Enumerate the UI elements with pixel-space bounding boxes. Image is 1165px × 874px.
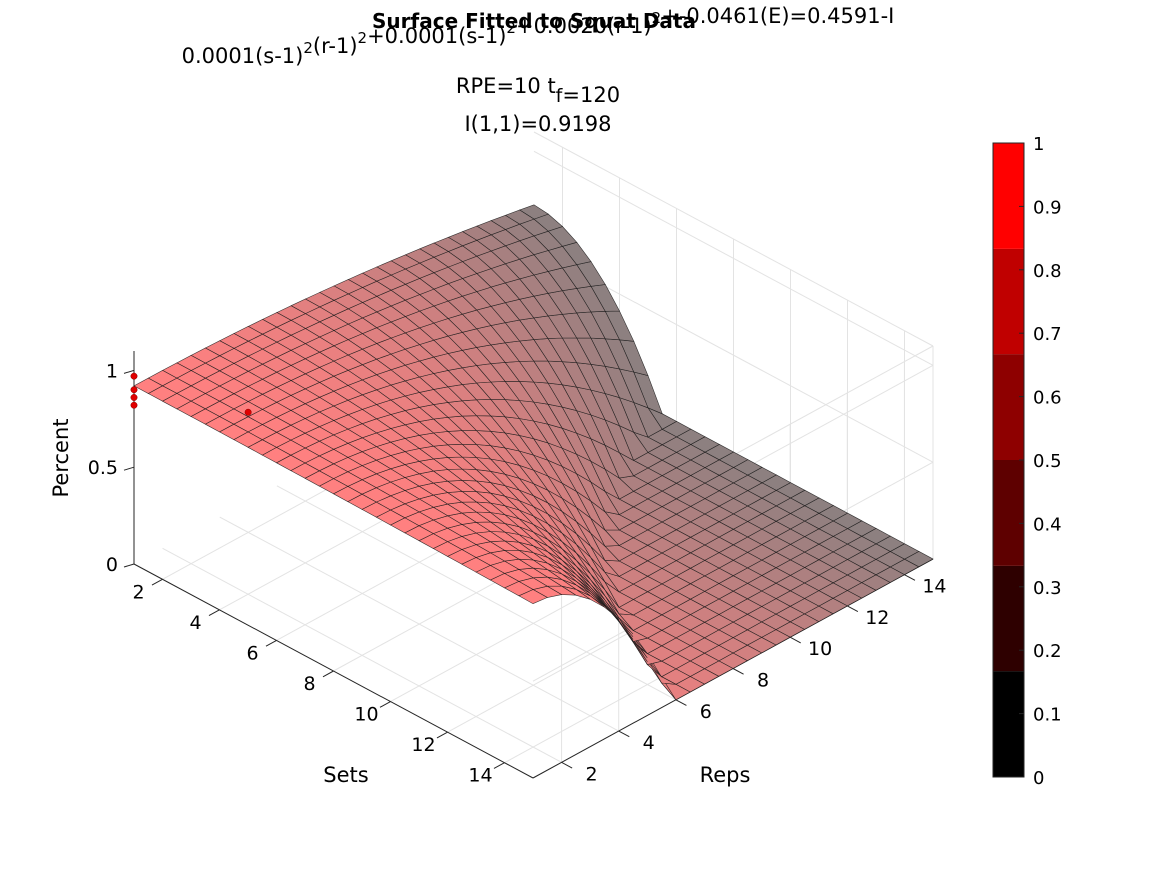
x-tick bbox=[151, 578, 163, 586]
colorbar: 0 0.1 0.2 0.3 0.4 0.5 0.6 0.7 0.8 0.9 1 bbox=[992, 134, 1062, 789]
colorbar-band bbox=[993, 143, 1024, 249]
colorbar-tick-label: 0 bbox=[1033, 768, 1044, 789]
subtitle-segment: 2 bbox=[652, 9, 662, 27]
x-tick-label: 8 bbox=[303, 673, 315, 695]
axis-labels: Sets Reps Percent bbox=[49, 418, 750, 787]
x-tick bbox=[379, 701, 391, 708]
y-axis-label: Reps bbox=[700, 763, 751, 787]
subtitle-segment: (r-1) bbox=[313, 34, 358, 58]
x-tick-label: 10 bbox=[354, 704, 378, 726]
subtitle-segment: +0.0020(r-1) bbox=[516, 14, 652, 38]
x-tick-label: 12 bbox=[411, 734, 435, 756]
subtitle-segment: +0.0001(s-1) bbox=[367, 24, 506, 48]
subtitle-segment: RPE=10 t bbox=[456, 74, 556, 98]
colorbar-tick-label: 0.3 bbox=[1033, 578, 1062, 599]
z-tick bbox=[123, 563, 135, 568]
data-point bbox=[130, 401, 138, 409]
colorbar-tick-label: 0.4 bbox=[1033, 514, 1062, 535]
data-point bbox=[244, 408, 252, 416]
subtitle-segment: I(1,1)=0.9198 bbox=[464, 112, 611, 136]
colorbar-band bbox=[993, 565, 1024, 672]
subtitle-segment: 2 bbox=[506, 19, 516, 37]
data-point bbox=[130, 372, 138, 380]
colorbar-band bbox=[993, 460, 1024, 566]
colorbar-band bbox=[993, 248, 1024, 355]
subtitle-line-1: 0.0001(s-1)2(r-1)2+0.0001(s-1)2+0.0020(r… bbox=[182, 4, 895, 68]
plot-area: 2 4 6 8 10 12 14 2 4 6 8 10 12 14 0 0.5 1 Sets Reps Perc… bbox=[49, 131, 947, 787]
x-axis-label: Sets bbox=[323, 763, 368, 787]
colorbar-band bbox=[993, 354, 1024, 460]
colorbar-tick-label: 0.1 bbox=[1033, 705, 1062, 726]
grid-line bbox=[533, 150, 934, 366]
x-tick bbox=[265, 639, 277, 647]
colorbar-band bbox=[993, 671, 1024, 777]
y-tick bbox=[904, 574, 916, 581]
grid-line bbox=[276, 485, 677, 701]
colorbar-tick-label: 0.7 bbox=[1033, 324, 1062, 345]
y-tick bbox=[789, 636, 801, 644]
subtitle-segment: f bbox=[556, 85, 564, 107]
x-tick-label: 4 bbox=[189, 612, 201, 634]
data-point bbox=[130, 394, 138, 401]
z-axis-label: Percent bbox=[49, 418, 73, 497]
data-points bbox=[130, 372, 252, 416]
chart-subtitle: 0.0001(s-1)2(r-1)2+0.0001(s-1)2+0.0020(r… bbox=[182, 4, 895, 136]
colorbar-tick-label: 0.2 bbox=[1033, 641, 1062, 662]
data-point bbox=[130, 386, 138, 394]
x-tick bbox=[493, 762, 505, 769]
y-tick bbox=[675, 699, 687, 706]
z-tick bbox=[123, 466, 135, 471]
grid-line bbox=[219, 516, 619, 732]
z-tick bbox=[123, 369, 135, 374]
colorbar-tick-label: 1 bbox=[1033, 134, 1044, 155]
y-tick-label: 8 bbox=[757, 670, 769, 692]
x-tick bbox=[436, 731, 448, 739]
subtitle-segment: +-0.0461(E)=0.4591-I bbox=[661, 4, 894, 28]
y-tick bbox=[732, 668, 744, 675]
colorbar-tick-label: 0.8 bbox=[1033, 261, 1062, 282]
y-tick bbox=[561, 761, 573, 769]
y-tick-label: 12 bbox=[865, 607, 889, 629]
subtitle-segment: 2 bbox=[303, 39, 313, 57]
grid-line bbox=[162, 547, 562, 763]
subtitle-segment: =120 bbox=[562, 83, 620, 107]
subtitle-line-2: RPE=10 tf=120 bbox=[456, 74, 620, 107]
subtitle-segment: 2 bbox=[358, 29, 368, 47]
x-tick-label: 6 bbox=[246, 642, 258, 664]
colorbar-tick-label: 0.9 bbox=[1033, 197, 1062, 218]
z-tick-label: 1 bbox=[106, 360, 118, 382]
colorbar-tick-label: 0.6 bbox=[1033, 388, 1062, 409]
subtitle-segment: 0.0001(s-1) bbox=[182, 44, 304, 68]
x-tick-label: 14 bbox=[468, 765, 492, 787]
y-tick bbox=[618, 730, 630, 738]
z-tick-label: 0 bbox=[106, 554, 118, 576]
chart-title: Surface Fitted to Squat Data bbox=[372, 9, 696, 33]
x-tick-label: 2 bbox=[132, 581, 144, 603]
z-tick-label: 0.5 bbox=[88, 457, 118, 479]
colorbar-tick-label: 0.5 bbox=[1033, 451, 1062, 472]
y-tick bbox=[847, 605, 859, 613]
y-tick-label: 2 bbox=[586, 763, 598, 785]
grid-line bbox=[533, 131, 934, 347]
y-tick-label: 10 bbox=[808, 638, 832, 660]
y-tick-label: 4 bbox=[643, 732, 655, 754]
x-tick bbox=[208, 609, 220, 617]
subtitle-line-3: I(1,1)=0.9198 bbox=[464, 112, 611, 136]
y-tick-label: 6 bbox=[700, 701, 712, 723]
fitted-surface bbox=[133, 204, 934, 701]
y-tick-label: 14 bbox=[922, 576, 946, 598]
x-tick bbox=[322, 670, 334, 678]
surface-patch bbox=[133, 377, 164, 394]
